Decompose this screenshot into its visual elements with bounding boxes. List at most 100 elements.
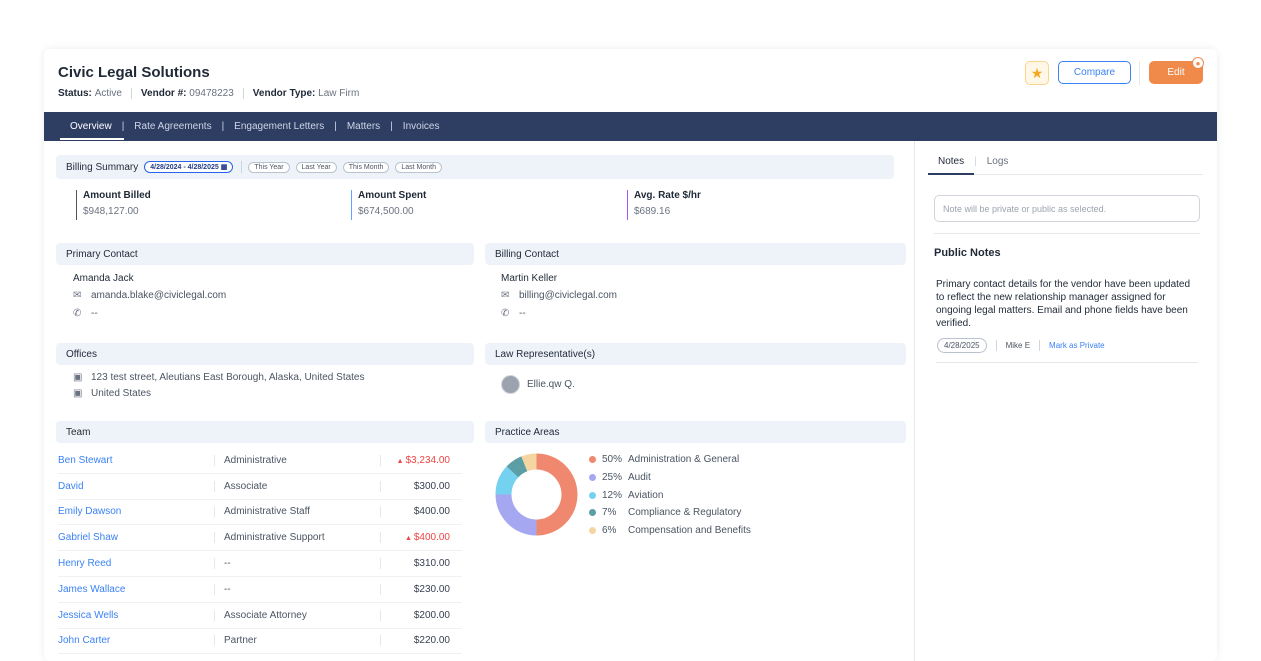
amount-text: $220.00 xyxy=(413,635,450,647)
billing-contact-phone: ✆ -- xyxy=(501,308,526,319)
divider xyxy=(241,161,243,173)
vendor-header: Civic Legal Solutions Status: Active Ven… xyxy=(44,49,1217,112)
divider xyxy=(936,362,1198,363)
tab-invoices[interactable]: Invoices xyxy=(402,121,440,132)
amount-text: $400.00 xyxy=(413,532,450,544)
team-member-amount: $230.00 xyxy=(380,583,450,595)
donut-slice xyxy=(506,456,528,478)
legend-pct: 25% xyxy=(602,472,623,484)
legend-label: Compensation and Benefits xyxy=(628,525,751,537)
email-text: amanda.blake@civiclegal.com xyxy=(91,290,227,301)
team-member-name[interactable]: Ben Stewart xyxy=(58,454,113,466)
table-row: Emily Dawson Administrative Staff $400.00 xyxy=(58,500,462,526)
table-row: Henry Reed -- $310.00 xyxy=(58,551,462,577)
mark-private-link[interactable]: Mark as Private xyxy=(1049,341,1105,350)
office-text: 123 test street, Aleutians East Borough,… xyxy=(91,372,365,383)
legend-dot xyxy=(589,527,596,535)
legend-pct: 7% xyxy=(602,507,617,519)
favorite-button[interactable]: ★ xyxy=(1025,61,1049,85)
amount-text: $300.00 xyxy=(413,480,450,492)
billing-contact-header: Billing Contact xyxy=(485,243,906,265)
phone-icon: ✆ xyxy=(501,308,510,319)
compare-button[interactable]: Compare xyxy=(1058,61,1131,84)
team-member-name[interactable]: Jessica Wells xyxy=(58,609,119,621)
primary-contact-name: Amanda Jack xyxy=(73,273,134,284)
team-member-amount: ▲ $3,234.00 xyxy=(380,454,450,466)
avatar xyxy=(501,375,520,394)
nav-tabs: Overview | Rate Agreements | Engagement … xyxy=(44,112,1217,141)
divider: | xyxy=(334,121,337,132)
legend-dot xyxy=(589,456,596,464)
tab-engagement-letters[interactable]: Engagement Letters xyxy=(234,121,325,132)
status-value: Active xyxy=(94,88,122,99)
primary-contact-phone: ✆ -- xyxy=(73,308,98,319)
team-member-amount: $300.00 xyxy=(380,480,450,492)
legend-pct: 50% xyxy=(602,454,623,466)
stat-label: Amount Spent xyxy=(358,190,427,201)
tab-rate-agreements[interactable]: Rate Agreements xyxy=(134,121,212,132)
practice-areas-donut xyxy=(495,453,578,536)
donut-slice xyxy=(536,453,578,536)
star-icon: ★ xyxy=(1030,64,1044,81)
filter-last-year[interactable]: Last Year xyxy=(295,161,337,173)
divider: | xyxy=(974,156,977,167)
mail-icon: ✉ xyxy=(73,290,82,301)
vendor-meta: Status: Active Vendor #: 09478223 Vendor… xyxy=(58,88,359,99)
notes-tabs: Notes | Logs xyxy=(928,153,1203,175)
mail-icon: ✉ xyxy=(501,290,510,301)
tab-overview[interactable]: Overview xyxy=(60,121,124,140)
team-member-role: Associate Attorney xyxy=(214,609,380,621)
note-input[interactable]: Note will be private or public as select… xyxy=(934,195,1200,222)
donut-slice xyxy=(495,466,519,495)
phone-text: -- xyxy=(519,308,526,319)
tab-notes[interactable]: Notes xyxy=(928,153,975,175)
legend-label: Administration & General xyxy=(628,454,740,466)
stat-avg-rate: Avg. Rate $/hr $689.16 xyxy=(627,190,701,220)
tab-matters[interactable]: Matters xyxy=(346,121,381,132)
vendor-card: Civic Legal Solutions Status: Active Ven… xyxy=(44,49,1217,661)
divider xyxy=(130,88,132,99)
donut-slice xyxy=(495,494,537,536)
phone-text: -- xyxy=(91,308,98,319)
date-range-picker[interactable]: 4/28/2024 - 4/28/2025 ▦ xyxy=(144,161,234,173)
table-row: James Wallace -- $230.00 xyxy=(58,577,462,603)
amount-text: $310.00 xyxy=(413,558,450,570)
team-member-amount: $220.00 xyxy=(380,635,450,647)
practice-areas-header: Practice Areas xyxy=(485,421,906,443)
team-member-name[interactable]: David xyxy=(58,480,84,492)
billing-summary-label: Billing Summary xyxy=(66,161,139,173)
filter-last-month[interactable]: Last Month xyxy=(395,161,442,173)
billing-contact-name: Martin Keller xyxy=(501,273,558,284)
vendor-type-value: Law Firm xyxy=(318,88,360,99)
stat-amount-billed: Amount Billed $948,127.00 xyxy=(76,190,151,220)
team-member-name[interactable]: Emily Dawson xyxy=(58,506,122,518)
tab-logs[interactable]: Logs xyxy=(986,156,1009,167)
divider xyxy=(934,233,1200,234)
legend-pct: 6% xyxy=(602,525,617,537)
filter-this-year[interactable]: This Year xyxy=(248,161,290,173)
table-row: John Carter Partner $220.00 xyxy=(58,629,462,655)
team-member-role: Administrative Support xyxy=(214,532,380,544)
edit-button[interactable]: Edit xyxy=(1149,61,1203,84)
team-header: Team xyxy=(56,421,474,443)
team-table: Ben Stewart Administrative ▲ $3,234.00 Davi… xyxy=(58,448,462,655)
vendor-type-label: Vendor Type: xyxy=(252,88,316,99)
lock-icon: ● xyxy=(1192,57,1204,69)
legend-dot xyxy=(589,474,596,482)
team-member-name[interactable]: Henry Reed xyxy=(58,558,112,570)
primary-contact-header: Primary Contact xyxy=(56,243,474,265)
filter-this-month[interactable]: This Month xyxy=(342,161,390,173)
legend-label: Audit xyxy=(628,472,651,484)
team-member-name[interactable]: John Carter xyxy=(58,635,111,647)
note-meta: 4/28/2025 Mike E Mark as Private xyxy=(937,338,1105,353)
table-row: Jessica Wells Associate Attorney $200.00 xyxy=(58,603,462,629)
note-text: Primary contact details for the vendor h… xyxy=(936,279,1191,329)
practice-areas-legend: 50% Administration & General 25% Audit 12% Av… xyxy=(589,451,751,539)
team-member-name[interactable]: James Wallace xyxy=(58,583,126,595)
team-member-role: Partner xyxy=(214,635,380,647)
team-member-amount: $310.00 xyxy=(380,558,450,570)
team-member-name[interactable]: Gabriel Shaw xyxy=(58,532,119,544)
legend-label: Compliance & Regulatory xyxy=(628,507,742,519)
primary-contact-email: ✉ amanda.blake@civiclegal.com xyxy=(73,290,226,301)
law-rep-name: Ellie.qw Q. xyxy=(527,379,575,390)
